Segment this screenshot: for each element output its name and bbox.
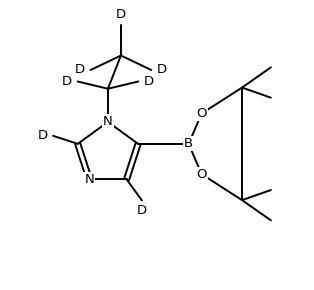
Text: D: D xyxy=(116,8,126,21)
Text: O: O xyxy=(196,107,207,120)
Text: B: B xyxy=(184,137,193,150)
Text: D: D xyxy=(62,75,72,88)
Text: D: D xyxy=(144,75,154,88)
Text: D: D xyxy=(137,204,147,217)
Text: D: D xyxy=(38,129,48,142)
Text: N: N xyxy=(84,173,94,186)
Text: O: O xyxy=(196,168,207,181)
Text: D: D xyxy=(75,64,85,77)
Text: D: D xyxy=(157,64,167,77)
Text: N: N xyxy=(103,115,113,128)
